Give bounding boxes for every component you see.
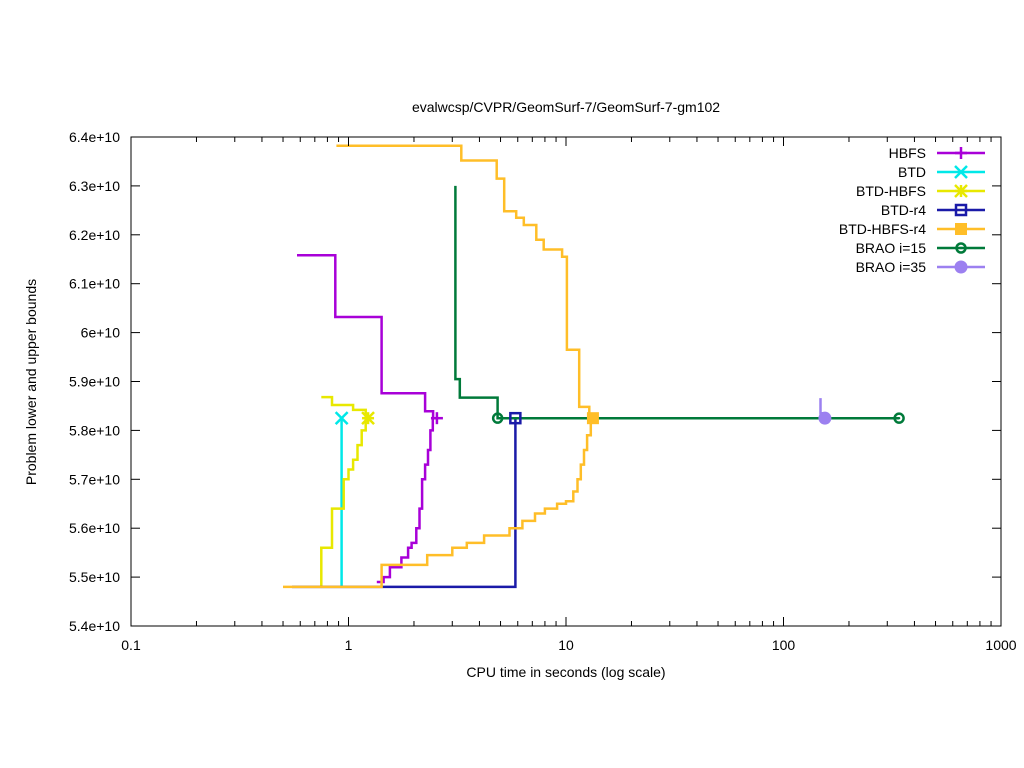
plot-frame <box>130 136 1002 627</box>
series-line-0-1 <box>376 416 437 584</box>
x-tick-label: 10 <box>558 637 574 653</box>
chart-title: evalwcsp/CVPR/GeomSurf-7/GeomSurf-7-gm10… <box>412 99 720 115</box>
series-line-0-0 <box>297 254 437 420</box>
y-tick-label: 6e+10 <box>81 325 121 341</box>
series-line-4-0 <box>336 144 593 420</box>
legend-marker <box>954 203 968 217</box>
x-tick-label: 100 <box>772 637 796 653</box>
y-tick-label: 5.8e+10 <box>69 422 120 438</box>
series-line-4-1 <box>283 416 593 589</box>
series-marker-3-0 <box>509 411 522 425</box>
series-line-5-0 <box>454 185 900 420</box>
series-marker-5-0 <box>491 412 504 424</box>
y-tick-label: 5.7e+10 <box>69 471 120 487</box>
legend-label: BRAO i=35 <box>856 259 927 275</box>
legend-marker <box>955 147 967 159</box>
legend-marker <box>955 242 967 254</box>
series-marker-4-0 <box>586 412 599 425</box>
y-tick-label: 6.1e+10 <box>69 276 120 292</box>
legend-label: BRAO i=15 <box>856 240 927 256</box>
legend-label: BTD-HBFS-r4 <box>839 221 926 237</box>
legend-marker <box>954 184 968 198</box>
series-marker-2-0 <box>361 411 375 426</box>
plot-border <box>130 136 1002 627</box>
x-axis-label: CPU time in seconds (log scale) <box>466 664 665 680</box>
legend-label: BTD <box>898 164 926 180</box>
series-marker-6-0 <box>818 411 832 425</box>
plot-lines <box>283 144 905 589</box>
y-tick-label: 6.4e+10 <box>69 129 120 145</box>
x-tick-label: 0.1 <box>121 637 141 653</box>
axis-ticks: 0.1 1 10 100 1000 5.4e+10 5.5e+10 5.6e+10 5.7e+1… <box>69 129 1017 653</box>
legend-label: BTD-HBFS <box>856 183 926 199</box>
y-axis-label: Problem lower and upper bounds <box>23 279 39 485</box>
y-tick-label: 5.5e+10 <box>69 569 120 585</box>
legend-marker <box>955 223 967 235</box>
series-line-2-1 <box>320 416 369 587</box>
legend-marker <box>954 260 968 274</box>
legend: HBFS BTD BTD-HBFS BTD-r4 BTD-HBFS-r4 BRAO i=1… <box>839 145 985 275</box>
y-tick-label: 6.2e+10 <box>69 227 120 243</box>
legend-label: BTD-r4 <box>881 202 926 218</box>
x-tick-label: 1000 <box>985 637 1016 653</box>
series-marker-1-0 <box>334 411 349 426</box>
series-marker-0-0 <box>430 412 443 425</box>
series-marker-5-1 <box>893 412 905 424</box>
y-tick-label: 6.3e+10 <box>69 178 120 194</box>
y-tick-label: 5.4e+10 <box>69 618 120 634</box>
legend-marker <box>954 165 968 179</box>
y-tick-label: 5.6e+10 <box>69 520 120 536</box>
legend-label: HBFS <box>889 145 926 161</box>
series-line-3-0 <box>292 418 517 589</box>
x-tick-label: 1 <box>345 637 353 653</box>
y-tick-label: 5.9e+10 <box>69 374 120 390</box>
